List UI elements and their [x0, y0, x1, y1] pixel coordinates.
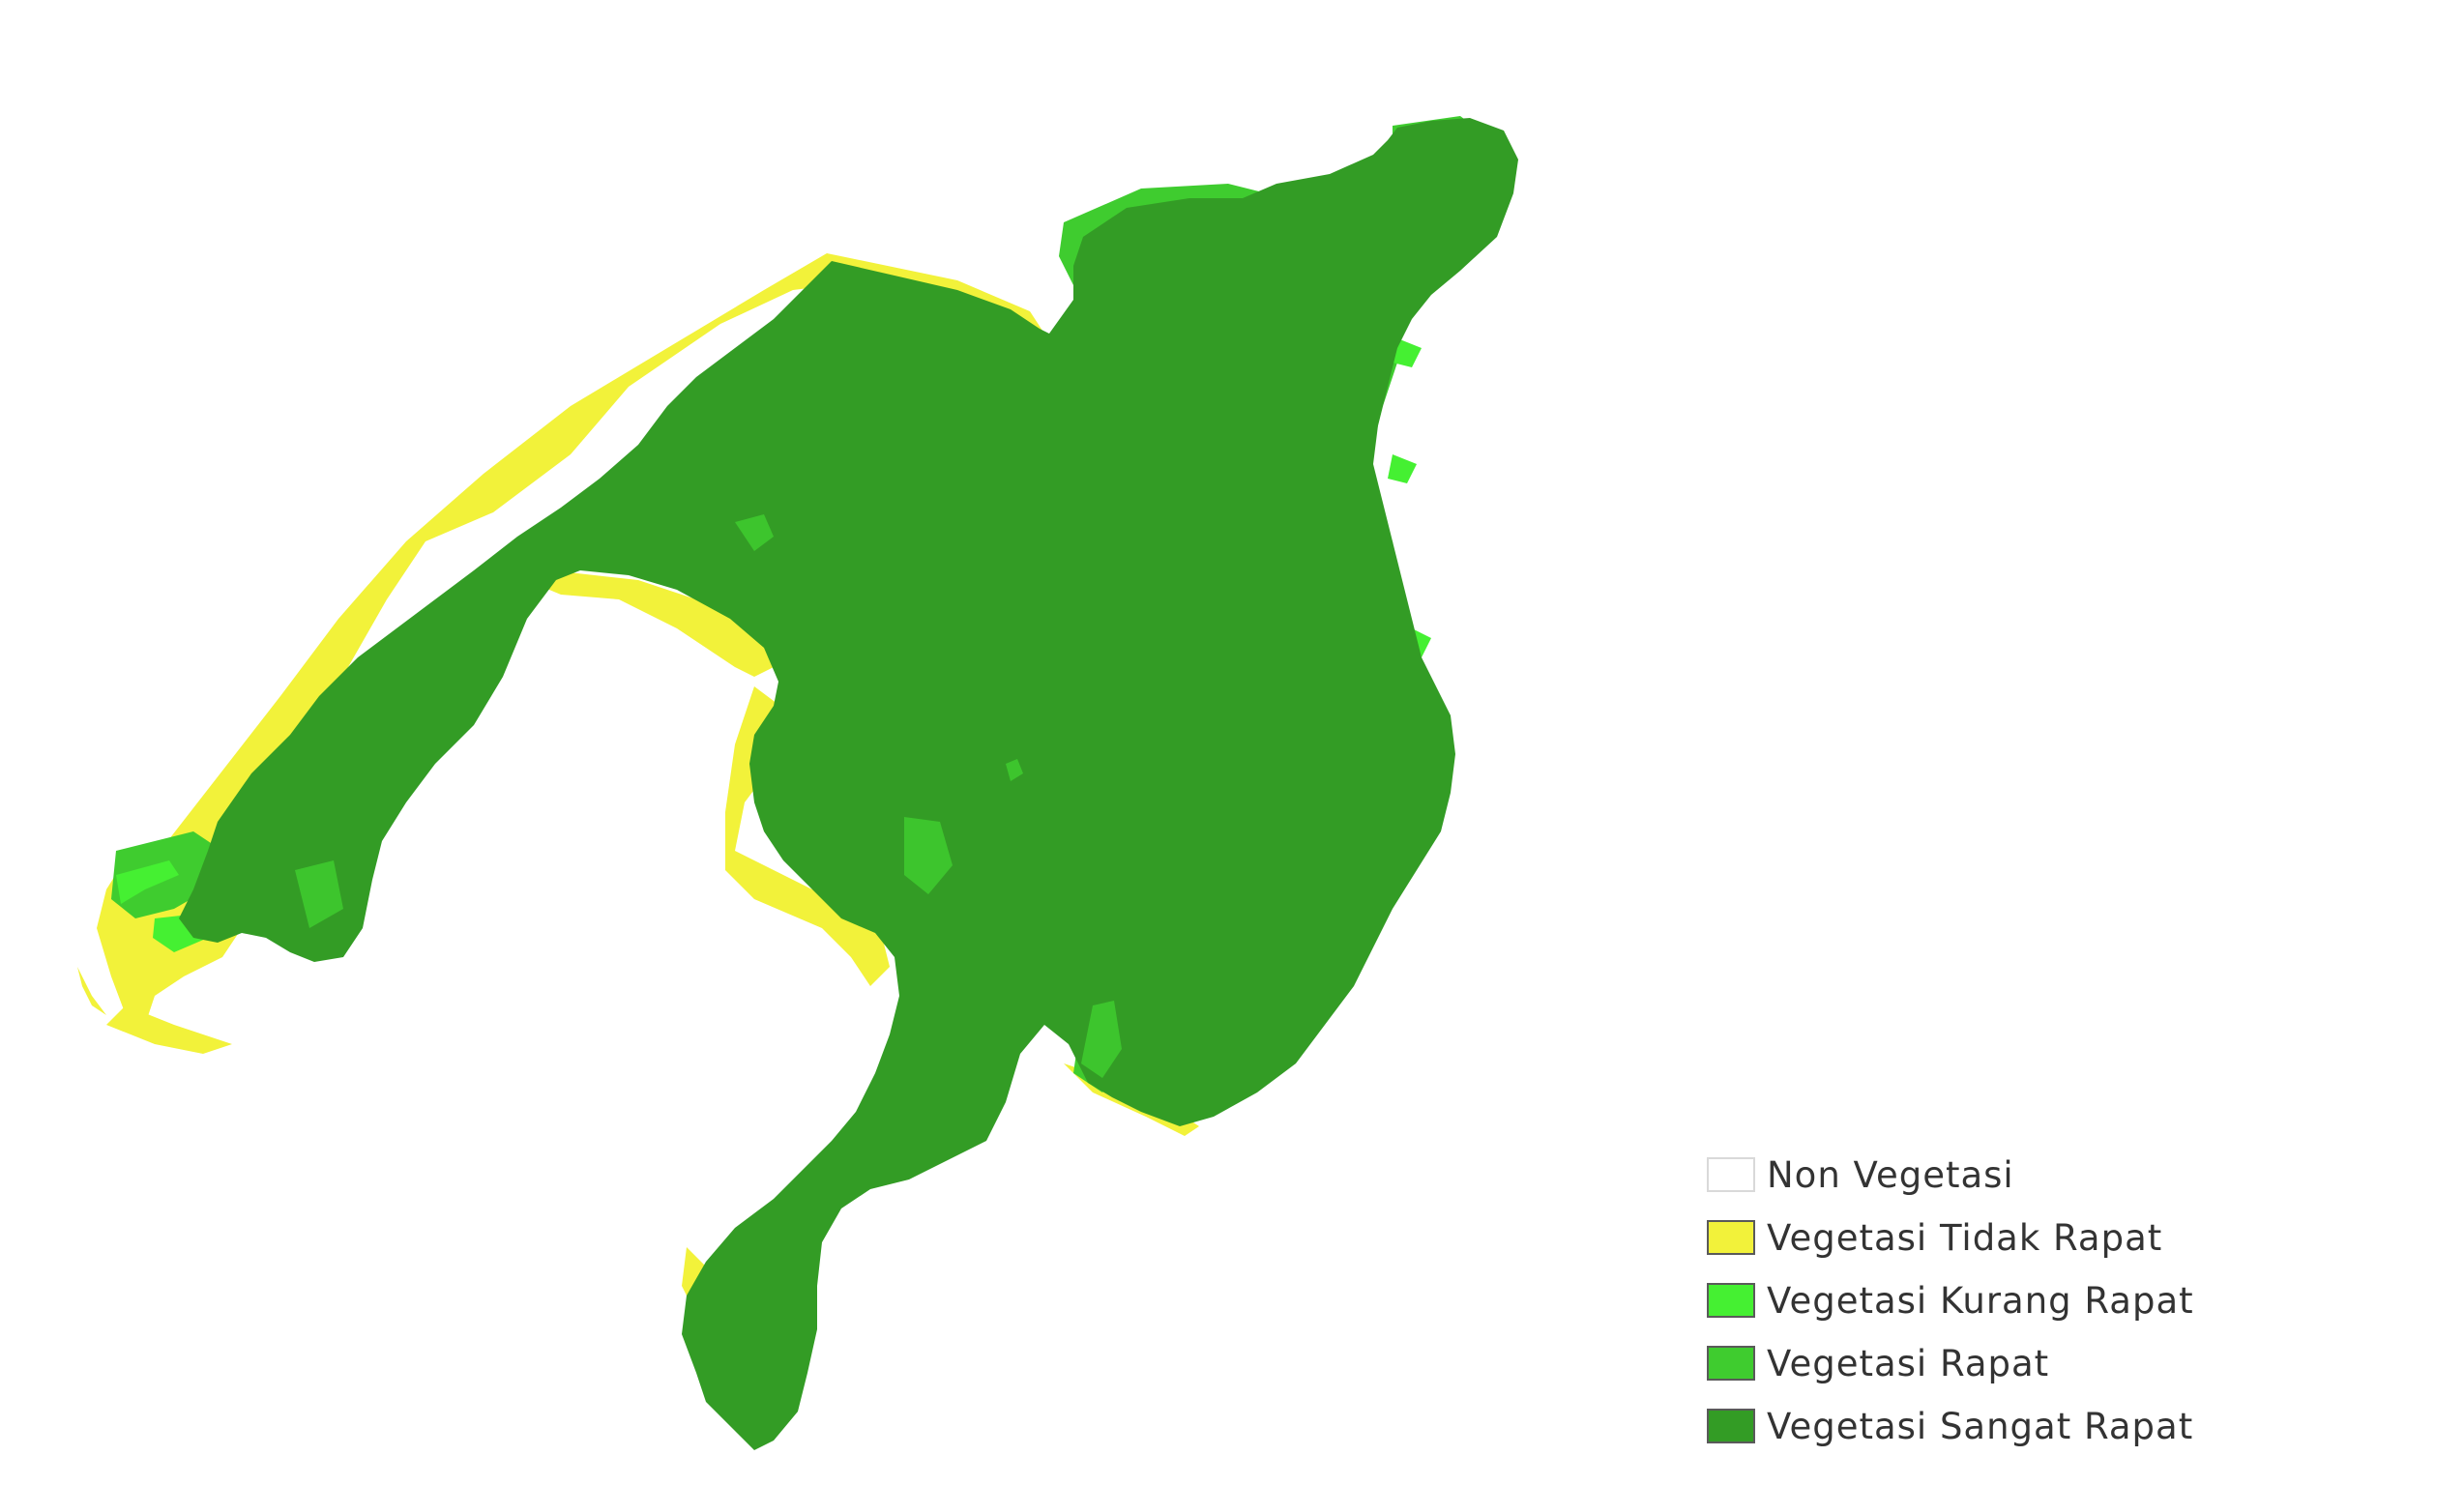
- interior-rapat-patches: [295, 514, 1122, 1078]
- legend-item-non-vegetasi: Non Vegetasi: [1707, 1153, 2194, 1196]
- legend-swatch: [1707, 1283, 1755, 1318]
- legend-label: Vegetasi Sangat Rapat: [1767, 1405, 2194, 1447]
- legend-item-vegetasi-sangat-rapat: Vegetasi Sangat Rapat: [1707, 1405, 2194, 1447]
- legend-swatch: [1707, 1157, 1755, 1192]
- legend-item-vegetasi-kurang-rapat: Vegetasi Kurang Rapat: [1707, 1279, 2194, 1322]
- legend-label: Vegetasi Tidak Rapat: [1767, 1216, 2163, 1259]
- legend-label: Non Vegetasi: [1767, 1153, 2014, 1196]
- legend-label: Vegetasi Kurang Rapat: [1767, 1279, 2194, 1322]
- island-dense-vegetation: [179, 118, 1518, 1450]
- legend-label: Vegetasi Rapat: [1767, 1342, 2050, 1384]
- legend-swatch: [1707, 1346, 1755, 1381]
- legend-item-vegetasi-rapat: Vegetasi Rapat: [1707, 1342, 2194, 1384]
- legend-swatch: [1707, 1220, 1755, 1255]
- legend-swatch: [1707, 1409, 1755, 1443]
- map-legend: Non Vegetasi Vegetasi Tidak Rapat Vegeta…: [1707, 1153, 2194, 1470]
- legend-item-vegetasi-tidak-rapat: Vegetasi Tidak Rapat: [1707, 1216, 2194, 1259]
